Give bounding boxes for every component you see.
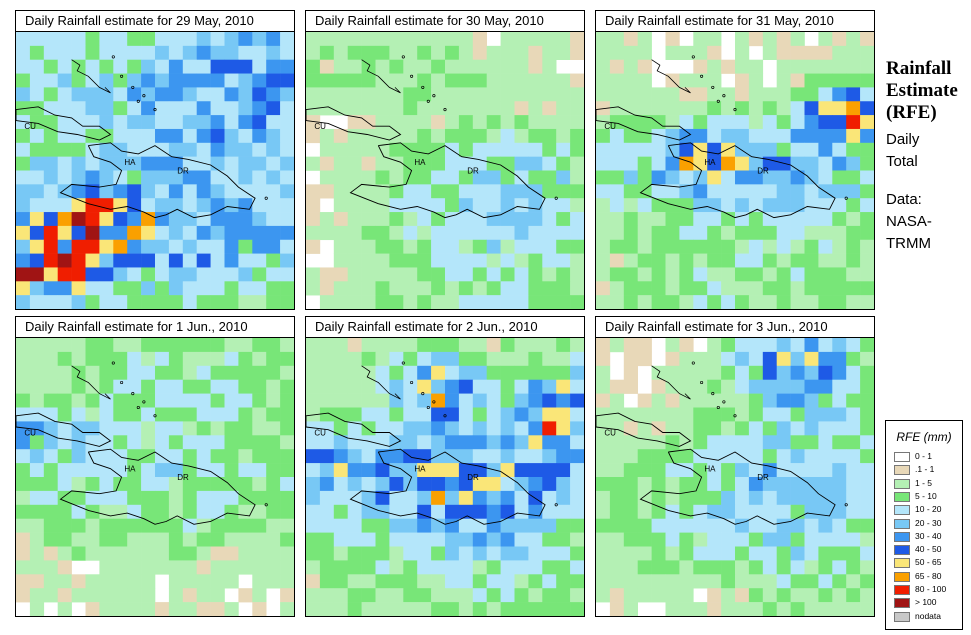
rainfall-panel-3-jun: Daily Rainfall estimate for 3 Jun., 2010…: [595, 316, 875, 617]
rfe-legend: RFE (mm) 0 - 1 .1 - 1 1 - 5 5 - 10 10 - 20 20…: [885, 420, 963, 630]
country-label-dr: DR: [757, 473, 769, 482]
panel-title: Daily Rainfall estimate for 30 May, 2010: [305, 10, 585, 32]
legend-swatch: [894, 598, 910, 609]
legend-swatch: [894, 558, 910, 569]
rainfall-raster: CU HA DR: [596, 338, 874, 616]
panel-title: Daily Rainfall estimate for 2 Jun., 2010: [305, 316, 585, 338]
side-title-line: (RFE): [886, 102, 937, 123]
rainfall-map: CU HA DR: [305, 31, 585, 310]
legend-label: 10 - 20: [915, 504, 942, 515]
legend-label: 50 - 65: [915, 557, 942, 568]
data-source-line: NASA-: [886, 213, 932, 230]
legend-label: 80 - 100: [915, 584, 947, 594]
data-source-line: TRMM: [886, 235, 931, 252]
country-label-ha: HA: [414, 464, 426, 473]
rainfall-map: CU HA DR: [595, 337, 875, 617]
legend-label: 0 - 1: [915, 451, 933, 461]
side-subtitle: Daily Total: [886, 129, 919, 173]
country-label-dr: DR: [467, 166, 479, 175]
panel-title: Daily Rainfall estimate for 1 Jun., 2010: [15, 316, 295, 338]
rainfall-map: CU HA DR: [15, 31, 295, 310]
country-label-ha: HA: [124, 158, 136, 167]
country-label-ha: HA: [704, 158, 716, 167]
legend-swatch: [894, 505, 910, 516]
rainfall-map: CU HA DR: [15, 337, 295, 617]
data-source-line: Data:: [886, 191, 922, 208]
legend-swatch: [894, 545, 910, 556]
country-label-ha: HA: [414, 158, 426, 167]
legend-label: 40 - 50: [915, 544, 942, 555]
rainfall-panel-30-may: Daily Rainfall estimate for 30 May, 2010…: [305, 10, 585, 310]
legend-label: 20 - 30: [915, 517, 942, 528]
country-label-dr: DR: [467, 473, 479, 482]
rainfall-map: CU HA DR: [305, 337, 585, 617]
country-label-cu: CU: [24, 428, 36, 437]
panel-title: Daily Rainfall estimate for 3 Jun., 2010: [595, 316, 875, 338]
legend-swatch: [894, 531, 910, 542]
rainfall-raster: CU HA DR: [306, 338, 584, 616]
side-title: Rainfall Estimate (RFE): [886, 58, 958, 124]
side-title-line: Rainfall: [886, 58, 952, 79]
country-label-ha: HA: [124, 464, 136, 473]
legend-swatch: [894, 611, 910, 622]
legend-label: nodata: [915, 610, 941, 621]
rainfall-raster: CU HA DR: [16, 338, 294, 616]
rainfall-panel-2-jun: Daily Rainfall estimate for 2 Jun., 2010…: [305, 316, 585, 617]
legend-label: 1 - 5: [915, 477, 933, 488]
rainfall-panel-31-may: Daily Rainfall estimate for 31 May, 2010…: [595, 10, 875, 310]
country-label-ha: HA: [704, 464, 716, 473]
country-label-cu: CU: [604, 122, 616, 131]
rainfall-raster: CU HA DR: [306, 32, 584, 309]
country-label-dr: DR: [757, 166, 769, 175]
country-label-cu: CU: [604, 428, 616, 437]
rainfall-raster: CU HA DR: [596, 32, 874, 309]
legend-label: > 100: [915, 597, 937, 608]
legend-label: 30 - 40: [915, 530, 942, 541]
country-label-cu: CU: [314, 122, 326, 131]
legend-swatch: [894, 452, 910, 462]
legend-swatch: [894, 478, 910, 489]
legend-label: .1 - 1: [915, 464, 935, 475]
legend-label: 5 - 10: [915, 490, 937, 501]
legend-title: RFE (mm): [896, 430, 952, 444]
side-title-line: Estimate: [886, 80, 958, 101]
legend-swatch: [894, 465, 910, 476]
legend-swatch: [894, 585, 910, 595]
data-source: Data: NASA- TRMM: [886, 189, 932, 255]
legend-swatch: [894, 491, 910, 502]
legend-swatch: [894, 571, 910, 582]
rainfall-panel-1-jun: Daily Rainfall estimate for 1 Jun., 2010…: [15, 316, 295, 617]
country-label-cu: CU: [314, 428, 326, 437]
panel-title: Daily Rainfall estimate for 31 May, 2010: [595, 10, 875, 32]
panel-title: Daily Rainfall estimate for 29 May, 2010: [15, 10, 295, 32]
country-label-dr: DR: [177, 473, 189, 482]
legend-label: 65 - 80: [915, 570, 942, 581]
country-label-cu: CU: [24, 122, 36, 131]
rainfall-raster: CU HA DR: [16, 32, 294, 309]
side-subtitle-line: Total: [886, 153, 918, 170]
side-subtitle-line: Daily: [886, 131, 920, 148]
rainfall-panel-29-may: Daily Rainfall estimate for 29 May, 2010…: [15, 10, 295, 310]
rainfall-map: CU HA DR: [595, 31, 875, 310]
country-label-dr: DR: [177, 166, 189, 175]
legend-swatch: [894, 518, 910, 529]
